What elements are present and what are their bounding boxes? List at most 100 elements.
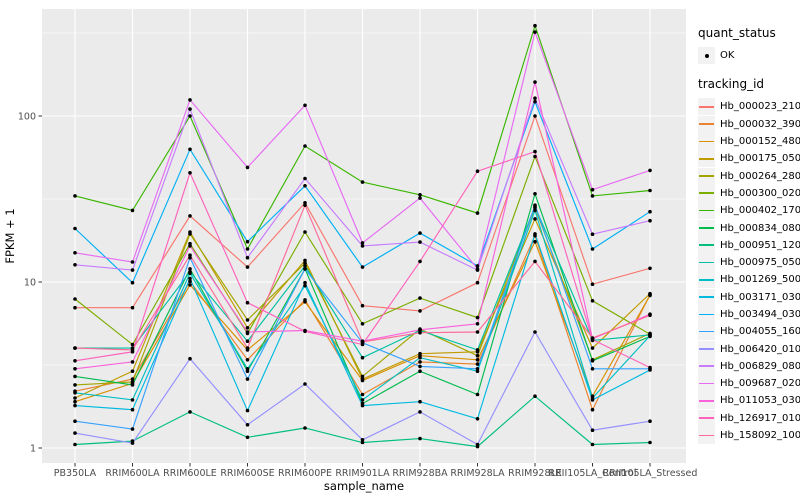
- legend-item-Hb_011053_030[interactable]: Hb_011053_030: [698, 392, 800, 410]
- y-tick-label: 1: [30, 444, 36, 455]
- data-point: [533, 80, 537, 84]
- data-point: [533, 239, 537, 244]
- data-point: [188, 171, 192, 175]
- data-point: [73, 194, 77, 198]
- data-point: [418, 355, 422, 360]
- legend-item-Hb_158092_100[interactable]: Hb_158092_100: [698, 427, 800, 445]
- legend-label: Hb_000300_020: [720, 187, 800, 199]
- data-point: [360, 322, 365, 326]
- legend-label: Hb_006420_010: [720, 343, 800, 355]
- data-point: [130, 305, 135, 310]
- data-point: [130, 377, 135, 381]
- data-point: [360, 340, 365, 344]
- data-point: [648, 313, 652, 318]
- legend-key-swatch: [698, 254, 715, 272]
- legend-key-swatch: [698, 271, 715, 289]
- legend-item-Hb_006420_010[interactable]: Hb_006420_010: [698, 340, 800, 358]
- data-point: [130, 398, 135, 402]
- data-point: [245, 247, 250, 251]
- data-point: [533, 330, 537, 334]
- data-point: [245, 318, 250, 322]
- legend-item-Hb_000264_280[interactable]: Hb_000264_280: [698, 167, 800, 185]
- data-point: [73, 391, 77, 395]
- data-point: [303, 283, 307, 288]
- legend-section-tracking-id: tracking_id Hb_000023_210 Hb_000032_390 Hb…: [698, 77, 800, 445]
- legend-item-Hb_001269_500[interactable]: Hb_001269_500: [698, 271, 800, 289]
- data-point: [73, 297, 77, 301]
- data-point: [188, 279, 192, 284]
- data-point: [648, 188, 652, 193]
- series-color-line-icon: [699, 140, 714, 143]
- data-point: [245, 300, 250, 305]
- data-point: [648, 333, 652, 338]
- data-point: [418, 328, 422, 332]
- data-point: [130, 369, 135, 374]
- legend-item-Hb_004055_160[interactable]: Hb_004055_160: [698, 323, 800, 341]
- data-point: [533, 154, 537, 159]
- legend-tracking-entries: Hb_000023_210 Hb_000032_390 Hb_000152_480 H…: [698, 98, 800, 445]
- legend-item-Hb_000023_210[interactable]: Hb_000023_210: [698, 98, 800, 116]
- data-point: [533, 217, 537, 221]
- data-point: [648, 419, 652, 424]
- legend-key-swatch: [698, 184, 715, 202]
- legend-item-Hb_000175_050[interactable]: Hb_000175_050: [698, 150, 800, 168]
- data-point: [188, 232, 192, 236]
- data-point: [360, 355, 365, 360]
- point-marker-icon: [704, 53, 709, 58]
- legend-item-Hb_000951_120[interactable]: Hb_000951_120: [698, 236, 800, 254]
- data-point: [73, 442, 77, 447]
- data-point: [648, 266, 652, 271]
- legend-item-Hb_003494_030[interactable]: Hb_003494_030: [698, 306, 800, 323]
- x-axis-title: sample_name: [324, 479, 404, 493]
- data-point: [590, 367, 595, 371]
- data-point: [73, 263, 77, 267]
- legend-item-Hb_000402_170[interactable]: Hb_000402_170: [698, 202, 800, 220]
- data-point: [245, 377, 250, 381]
- data-point: [360, 392, 365, 397]
- data-point: [590, 194, 595, 198]
- legend-item-Hb_000152_480[interactable]: Hb_000152_480: [698, 133, 800, 151]
- data-point: [533, 259, 537, 264]
- data-point: [533, 208, 537, 213]
- legend-item-Hb_009687_020[interactable]: Hb_009687_020: [698, 375, 800, 393]
- data-point: [418, 410, 422, 414]
- data-point: [533, 149, 537, 154]
- legend-key-swatch: [698, 323, 715, 341]
- legend-item-Hb_000975_050[interactable]: Hb_000975_050: [698, 254, 800, 272]
- series-color-line-icon: [699, 417, 714, 419]
- legend-item-Hb_003171_030[interactable]: Hb_003171_030: [698, 288, 800, 306]
- data-point: [590, 187, 595, 192]
- data-point: [245, 326, 250, 330]
- data-point: [475, 353, 480, 358]
- data-point: [418, 231, 422, 235]
- data-point: [130, 407, 135, 412]
- series-color-line-icon: [699, 313, 714, 316]
- x-tick-label: RRIM600PE: [278, 468, 332, 479]
- data-point: [418, 240, 422, 244]
- data-point: [188, 410, 192, 414]
- data-point: [418, 360, 422, 364]
- data-point: [188, 276, 192, 281]
- data-point: [418, 259, 422, 264]
- data-point: [303, 103, 307, 108]
- data-point: [303, 329, 307, 334]
- data-point: [590, 299, 595, 303]
- legend-label: Hb_000951_120: [720, 239, 800, 251]
- legend-item-Hb_000032_390[interactable]: Hb_000032_390: [698, 115, 800, 133]
- legend-item-Hb_000300_020[interactable]: Hb_000300_020: [698, 184, 800, 202]
- legend-key-swatch: [698, 167, 715, 185]
- data-point: [590, 442, 595, 447]
- data-point: [188, 267, 192, 271]
- x-tick-label: PB350LA: [54, 468, 97, 479]
- legend-item-Hb_000834_080[interactable]: Hb_000834_080: [698, 219, 800, 237]
- legend-key-swatch: [698, 340, 715, 358]
- data-point: [245, 435, 250, 440]
- legend-item-ok[interactable]: OK: [698, 47, 798, 65]
- data-point: [188, 356, 192, 361]
- legend-label: Hb_158092_100: [720, 430, 800, 442]
- legend-item-Hb_006829_080[interactable]: Hb_006829_080: [698, 357, 800, 375]
- legend-item-Hb_126917_010[interactable]: Hb_126917_010: [698, 409, 800, 427]
- y-tick-label: 10: [24, 278, 36, 289]
- data-point: [533, 114, 537, 118]
- data-point: [303, 280, 307, 285]
